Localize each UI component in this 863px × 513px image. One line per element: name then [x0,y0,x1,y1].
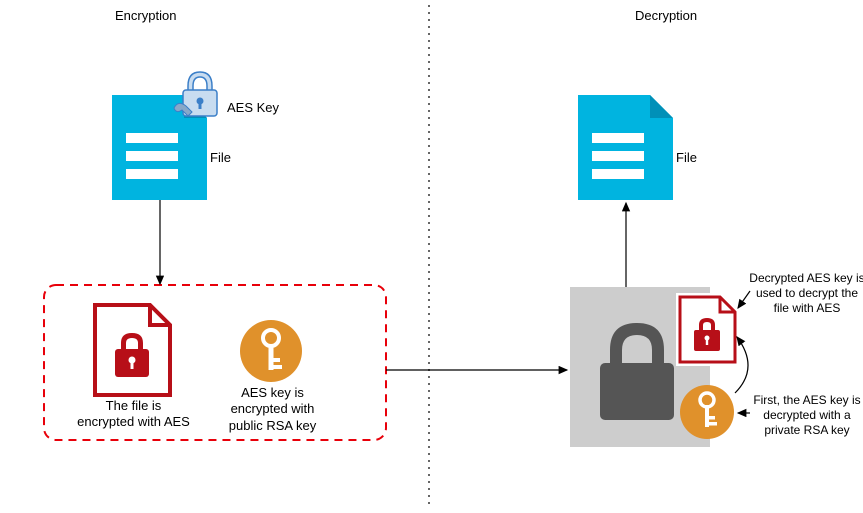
encryption-title: Encryption [115,8,176,23]
decryption-title: Decryption [635,8,697,23]
rsa-key-label: AES key is encrypted with public RSA key [225,385,320,434]
aes-key-lock-icon [174,72,217,116]
encrypted-file-icon [95,305,170,395]
decrypt-top-label: Decrypted AES key is used to decrypt the… [747,271,863,316]
aes-key-label: AES Key [227,100,279,115]
grey-lock-icon [600,323,674,420]
rsa-key-icon [240,320,302,382]
decrypt-bottom-label: First, the AES key is decrypted with a p… [747,393,863,438]
edge-keycircle-to-lockedfile [735,337,748,393]
encrypted-file-label: The file is encrypted with AES [76,398,191,431]
diagram-svg [0,0,863,513]
file-right-icon [578,95,673,200]
file-left-icon [112,95,207,200]
file-right-label: File [676,150,697,165]
small-key-circle-icon [680,385,734,439]
diagram-canvas: Encryption Decryption File AES Key The f… [0,0,863,513]
file-left-label: File [210,150,231,165]
small-locked-file-icon [676,293,739,366]
grey-container [570,287,710,447]
